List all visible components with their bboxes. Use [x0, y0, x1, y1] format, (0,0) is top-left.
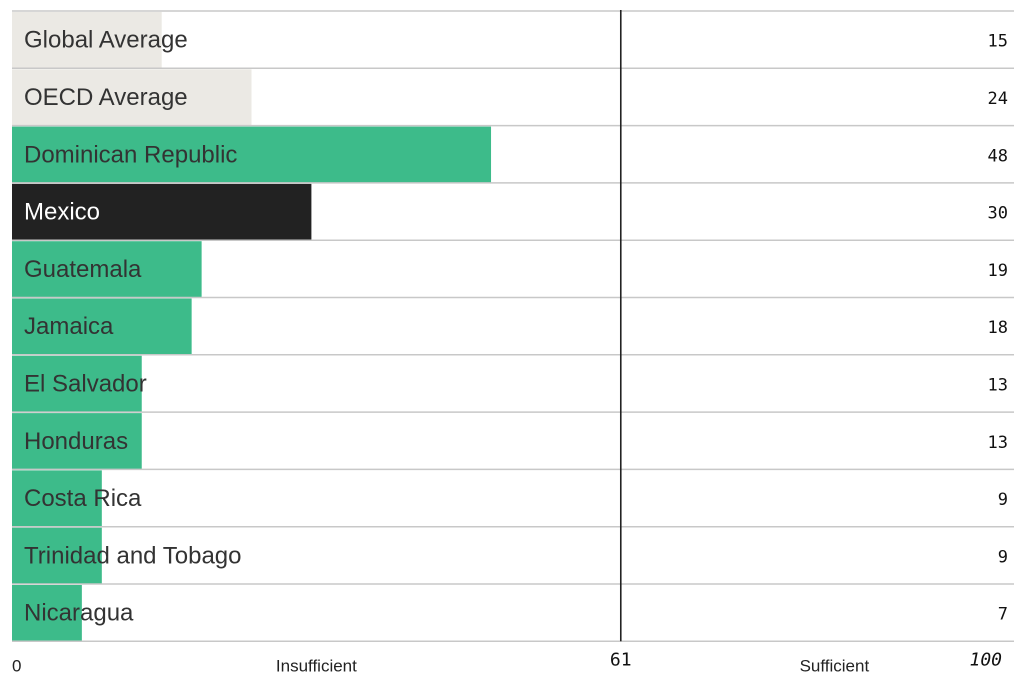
value-label: 13 — [988, 433, 1008, 453]
category-label: Dominican Republic — [24, 141, 237, 168]
value-label: 15 — [988, 32, 1008, 52]
category-label: Trinidad and Tobago — [24, 542, 242, 569]
category-label: Costa Rica — [24, 485, 142, 512]
insufficient-zone-label: Insufficient — [276, 656, 357, 675]
bar-dominican-republic — [12, 126, 492, 183]
axis-min-label: 0 — [12, 656, 21, 675]
category-label: Guatemala — [24, 256, 142, 283]
bar-global-average — [12, 12, 162, 68]
bar-trinidad-and-tobago — [12, 527, 102, 584]
bar-oecd-average — [12, 69, 252, 126]
value-label: 30 — [988, 204, 1008, 224]
category-labels: Global Average OECD Average Dominican Repu… — [24, 27, 242, 627]
value-label: 13 — [988, 375, 1008, 395]
threshold-value-label: 61 — [610, 649, 632, 670]
value-label: 48 — [988, 146, 1008, 166]
value-label: 7 — [998, 605, 1008, 625]
bar-jamaica — [12, 298, 192, 355]
value-label: 9 — [998, 547, 1008, 567]
bars-layer — [12, 10, 1014, 643]
bar-el-salvador — [12, 355, 142, 412]
bar-honduras — [12, 413, 142, 470]
value-label: 24 — [988, 89, 1008, 109]
axis-max-label: 100 — [969, 649, 1002, 670]
category-label: OECD Average — [24, 84, 188, 111]
value-label: 18 — [988, 318, 1008, 338]
bar-nicaragua — [12, 585, 82, 641]
category-label: Mexico — [24, 199, 100, 226]
category-label: Honduras — [24, 428, 128, 455]
sufficient-zone-label: Sufficient — [800, 656, 870, 675]
category-label: Global Average — [24, 27, 188, 54]
x-axis: 0 Insufficient 61 Sufficient 100 — [12, 649, 1002, 675]
bar-guatemala — [12, 241, 202, 298]
category-label: El Salvador — [24, 370, 147, 397]
bar-mexico — [12, 183, 312, 240]
category-label: Nicaragua — [24, 600, 134, 627]
value-label: 19 — [988, 261, 1008, 281]
category-label: Jamaica — [24, 313, 114, 340]
value-label: 9 — [998, 490, 1008, 510]
bar-costa-rica — [12, 470, 102, 527]
value-labels: 15 24 48 30 19 18 13 13 9 9 7 — [988, 32, 1008, 625]
